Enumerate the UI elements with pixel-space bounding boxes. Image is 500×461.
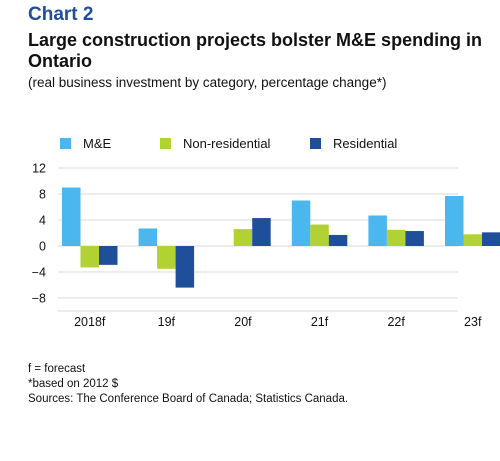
bar (252, 218, 271, 246)
bar (291, 200, 311, 246)
bar (62, 187, 81, 246)
y-tick-label: −4 (32, 266, 46, 280)
bar (99, 246, 118, 265)
bar (386, 229, 406, 246)
legend: M&E Non-residential Residential (0, 136, 500, 152)
bar (482, 232, 500, 246)
note-forecast: f = forecast (28, 363, 86, 375)
bar (310, 224, 329, 246)
note-base-year: *based on 2012 $ (28, 378, 119, 390)
chart-subtitle: (real business investment by category, p… (28, 75, 387, 90)
legend-item-residential: Residential (310, 136, 397, 152)
x-tick-label: 22f (387, 315, 405, 329)
legend-label-non-residential: Non-residential (183, 136, 271, 151)
chart-title: Large construction projects bolster M&E … (28, 30, 483, 71)
bar (445, 195, 464, 246)
x-tick-label: 20f (234, 315, 252, 329)
bar (80, 246, 99, 268)
y-tick-label: 4 (39, 214, 46, 228)
chart-label: Chart 2 (28, 4, 94, 25)
x-tick-label: 23f (464, 315, 482, 329)
x-tick-label: 21f (311, 315, 329, 329)
bar (233, 229, 253, 246)
bar (463, 234, 482, 246)
bar (138, 228, 158, 246)
bar (175, 246, 195, 288)
legend-swatch-non-residential (160, 138, 171, 149)
y-tick-label: 0 (39, 240, 46, 254)
y-tick-label: 8 (39, 188, 46, 202)
y-tick-label: −8 (32, 292, 46, 306)
y-tick-label: 12 (32, 162, 46, 176)
legend-item-non-residential: Non-residential (160, 136, 270, 152)
x-tick-label: 19f (158, 315, 176, 329)
note-sources: Sources: The Conference Board of Canada;… (28, 393, 349, 405)
legend-swatch-residential (310, 138, 321, 149)
legend-item-me: M&E (60, 136, 111, 152)
notes: f = forecast *based on 2012 $ Sources: T… (28, 362, 348, 407)
bar (368, 215, 387, 246)
legend-label-me: M&E (83, 136, 112, 151)
x-tick-label: 2018f (74, 315, 106, 329)
legend-swatch-me (60, 138, 71, 149)
legend-label-residential: Residential (333, 136, 398, 151)
bar (405, 231, 424, 246)
bar (328, 234, 348, 246)
bar (157, 246, 176, 269)
